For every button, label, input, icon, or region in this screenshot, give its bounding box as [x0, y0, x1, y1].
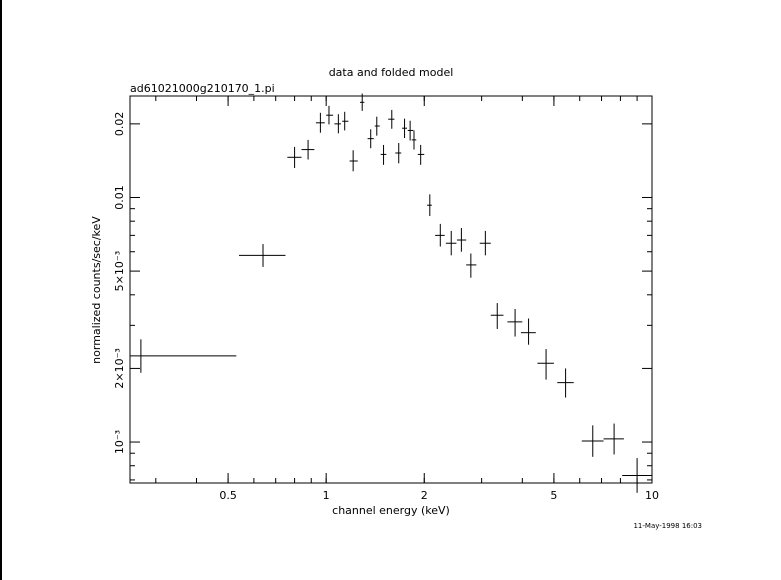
y-tick-label: 0.02 [113, 112, 126, 137]
data-point [402, 118, 407, 139]
data-point [445, 230, 457, 256]
data-point [359, 93, 365, 111]
data-point [334, 114, 341, 134]
data-point [456, 228, 467, 252]
data-point [388, 109, 395, 129]
data-point [287, 146, 302, 168]
data-point [435, 223, 445, 247]
data-point [349, 150, 358, 172]
timestamp: 11-May-1998 16:03 [633, 522, 702, 530]
x-tick-label: 5 [550, 489, 557, 502]
y-tick-label: 5×10⁻³ [113, 251, 126, 291]
plot-frame [129, 95, 653, 484]
data-point [301, 139, 315, 160]
data-point [537, 349, 554, 380]
y-tick-label: 2×10⁻³ [113, 348, 126, 388]
x-tick-label: 0.5 [219, 489, 237, 502]
data-point [581, 425, 604, 457]
data-point [238, 244, 286, 267]
data-point [367, 129, 374, 149]
x-axis: 0.5 1 2 5 10 [155, 96, 659, 502]
data-point [427, 194, 432, 217]
data-point [407, 120, 414, 141]
data-point [342, 111, 349, 131]
data-point [380, 144, 387, 165]
data-point [490, 303, 504, 329]
y-axis: 10⁻³ 2×10⁻³ 5×10⁻³ 0.01 0.02 [113, 112, 652, 481]
data-point [411, 130, 417, 150]
data-point [130, 339, 237, 373]
data-point [417, 144, 425, 165]
x-tick-label: 10 [645, 489, 659, 502]
window-left-border [0, 0, 2, 580]
chart-subtitle: ad61021000g210170_1.pi [130, 82, 275, 95]
data-point [520, 318, 536, 345]
x-tick-label: 2 [421, 489, 428, 502]
data-point [315, 112, 325, 133]
y-axis-label: normalized counts/sec/keV [90, 216, 103, 364]
data-point [479, 230, 491, 256]
data-point [326, 105, 334, 125]
data-point [466, 253, 477, 278]
data-point [603, 423, 624, 455]
y-tick-label: 10⁻³ [113, 430, 126, 454]
x-axis-label: channel energy (keV) [332, 504, 450, 517]
data-point [395, 143, 402, 164]
chart-title: data and folded model [329, 66, 454, 79]
data-point [374, 116, 380, 136]
x-tick-label: 1 [323, 489, 330, 502]
y-tick-label: 0.01 [113, 185, 126, 210]
data-points [130, 93, 652, 493]
data-point [622, 458, 652, 493]
data-point [557, 368, 574, 398]
data-point [507, 308, 523, 337]
